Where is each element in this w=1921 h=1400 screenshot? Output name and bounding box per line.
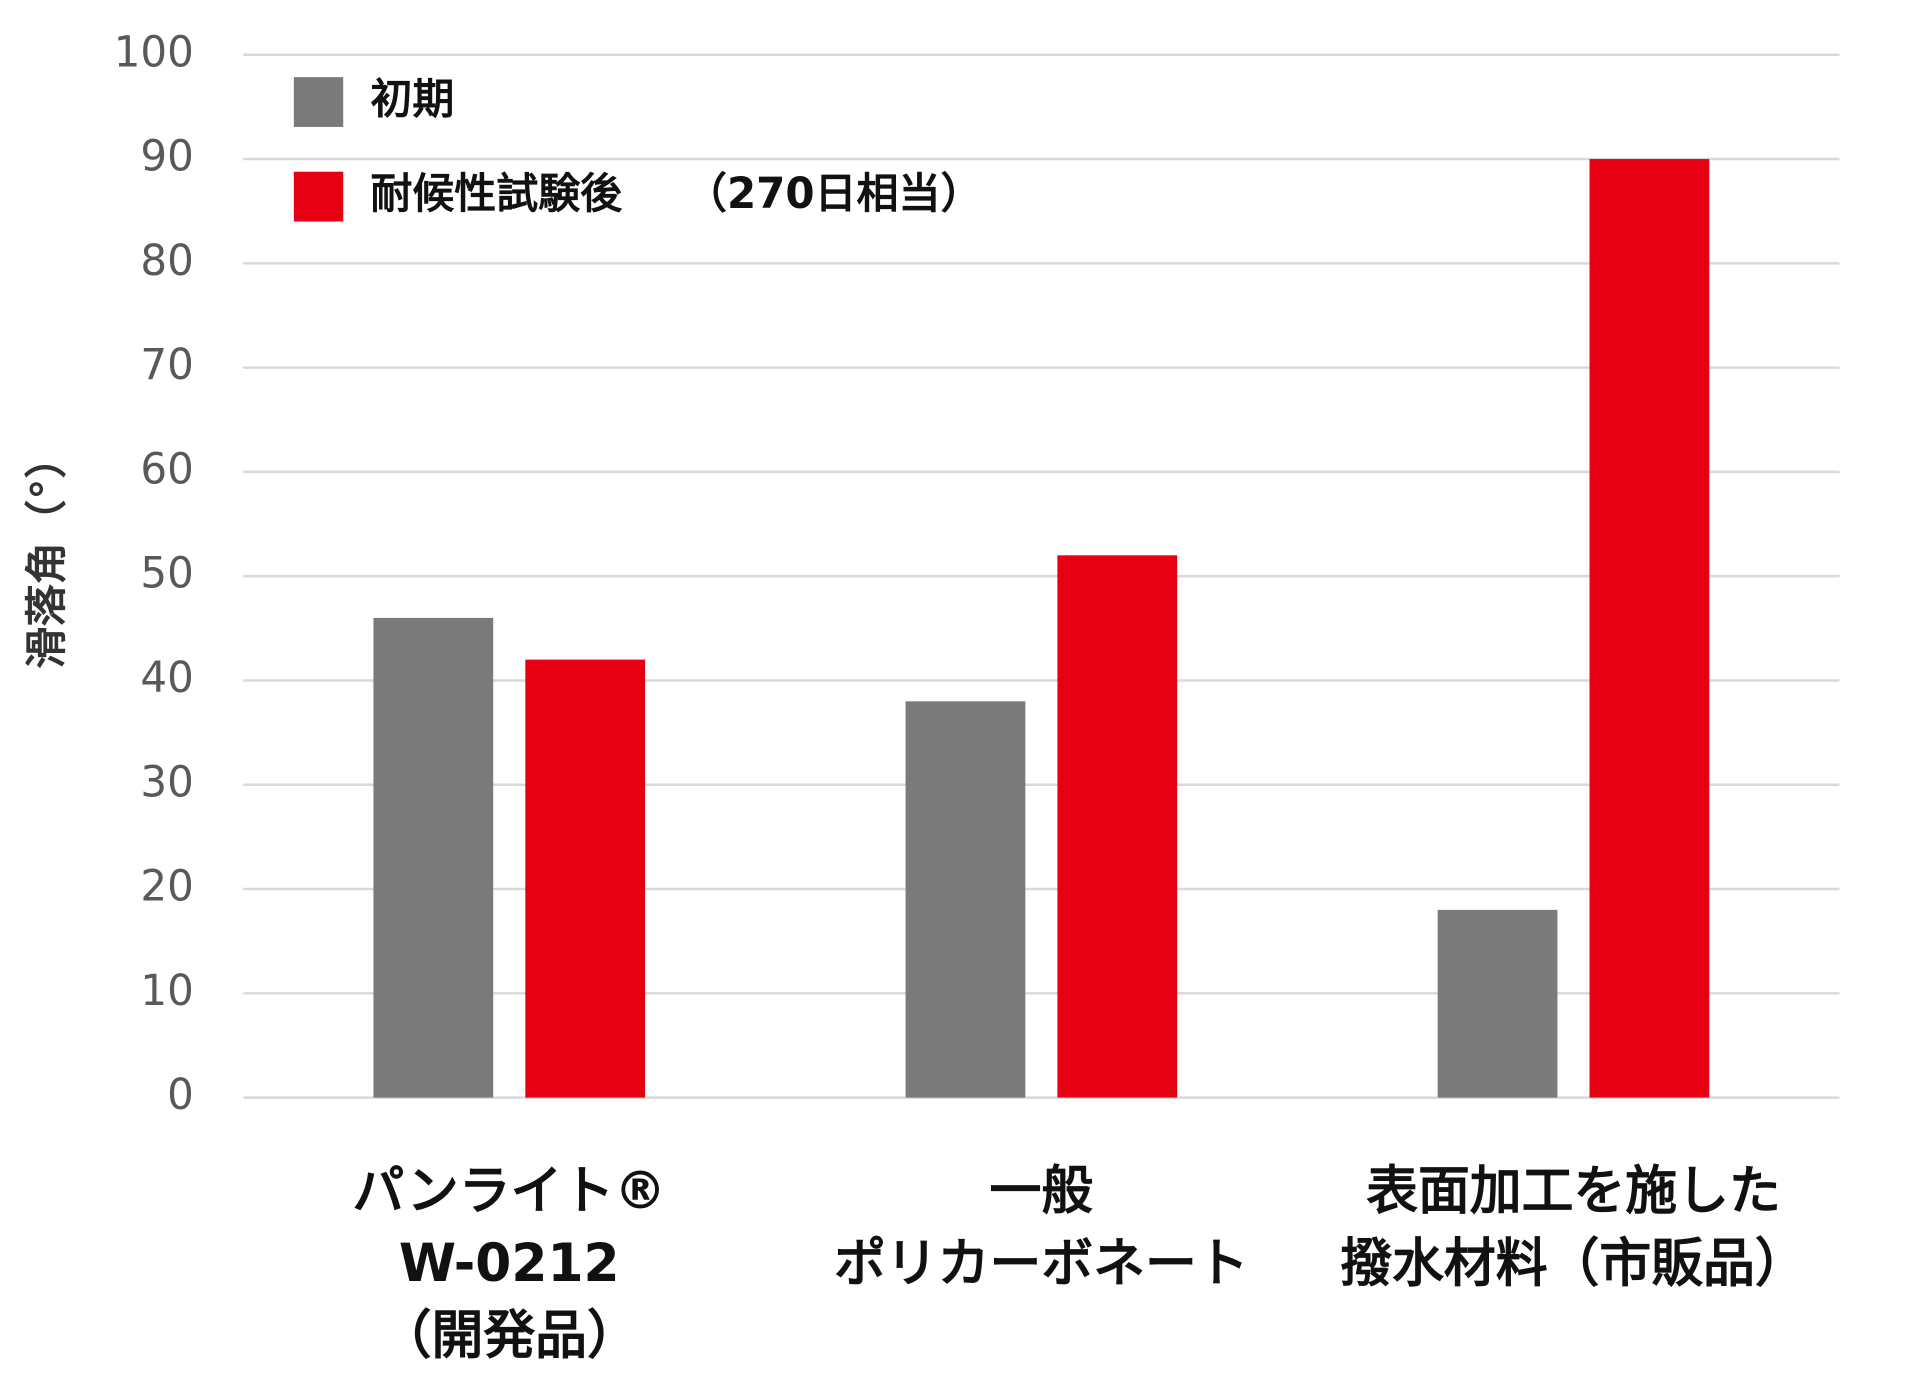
x-tick-label: 表面加工を施した	[1366, 1162, 1781, 1222]
y-tick-label: 90	[140, 131, 193, 180]
bar	[1057, 555, 1178, 1098]
legend-label: 初期	[370, 74, 454, 123]
bar	[373, 617, 494, 1098]
y-axis-label: 滑落角（°）	[22, 436, 71, 669]
x-tick-label: パンライト®	[352, 1162, 666, 1222]
bar	[1437, 909, 1558, 1098]
x-tick-label: W-0212	[399, 1234, 620, 1294]
legend-swatch	[293, 171, 344, 222]
x-tick-label: （開発品）	[380, 1306, 639, 1366]
y-tick-label: 70	[140, 340, 193, 389]
x-tick-label: ポリカーボネート	[834, 1234, 1249, 1294]
legend-swatch	[293, 77, 344, 127]
y-tick-label: 20	[140, 861, 193, 910]
y-tick-label: 10	[140, 966, 193, 1015]
y-tick-label: 50	[140, 549, 193, 598]
y-tick-label: 40	[140, 653, 193, 702]
bar	[525, 659, 646, 1098]
legend-label: 耐候性試験後 （270日相当）	[370, 169, 982, 218]
y-tick-label: 30	[140, 757, 193, 806]
y-tick-label: 100	[114, 27, 194, 76]
y-tick-label: 0	[167, 1070, 194, 1119]
x-tick-label: 一般	[990, 1162, 1094, 1222]
y-tick-label: 80	[140, 236, 193, 285]
x-tick-label: 撥水材料（市販品）	[1340, 1234, 1807, 1294]
bar	[1589, 159, 1710, 1098]
bar	[905, 701, 1026, 1098]
y-tick-label: 60	[140, 444, 193, 493]
